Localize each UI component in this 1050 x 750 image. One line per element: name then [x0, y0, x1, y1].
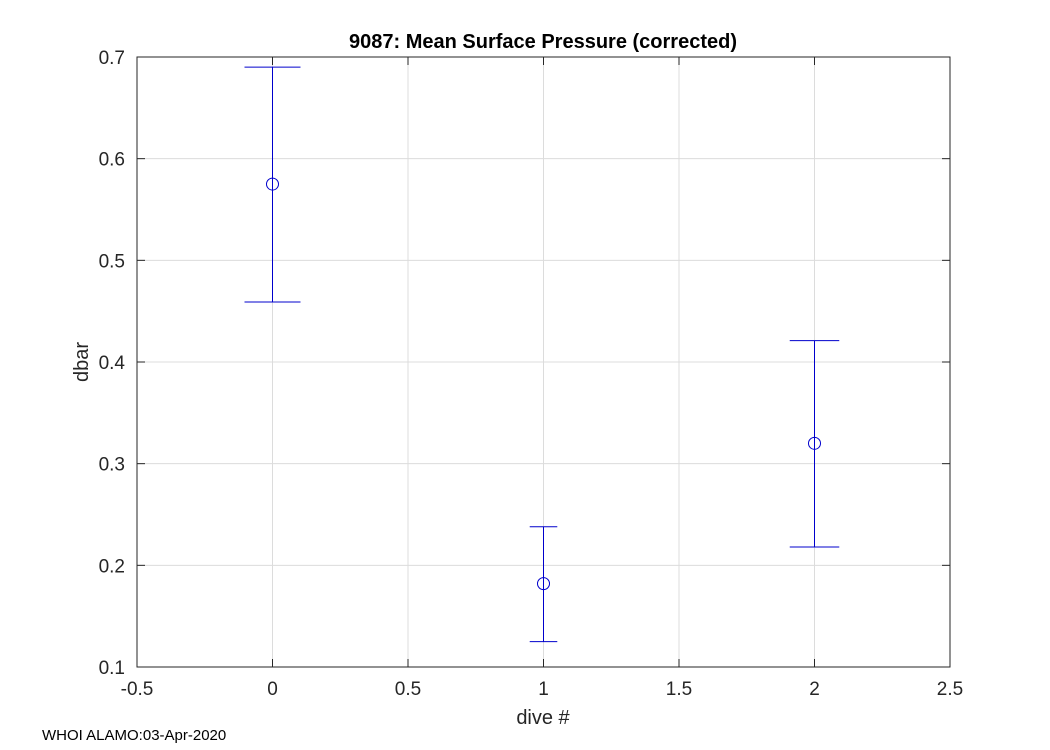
x-tick-label: 1.5 [666, 679, 692, 700]
footer-credit: WHOI ALAMO:03-Apr-2020 [42, 727, 227, 744]
y-ticks: 0.1 0.2 0.3 0.4 0.5 0.6 0.7 [99, 48, 950, 679]
x-tick-label: -0.5 [121, 679, 154, 700]
y-tick-label: 0.7 [99, 48, 125, 69]
x-axis-label: dive # [516, 707, 570, 729]
y-tick-label: 0.6 [99, 150, 125, 171]
y-tick-label: 0.2 [99, 556, 125, 577]
chart-title: 9087: Mean Surface Pressure (corrected) [349, 31, 737, 53]
x-tick-label: 1 [538, 679, 549, 700]
x-tick-label: 2.5 [937, 679, 963, 700]
x-tick-label: 0.5 [395, 679, 421, 700]
x-tick-label: 0 [267, 679, 278, 700]
data-point-marker [808, 436, 821, 450]
x-tick-label: 2 [809, 679, 820, 700]
y-axis-label: dbar [71, 342, 93, 382]
y-tick-label: 0.4 [99, 353, 126, 374]
y-tick-label: 0.1 [99, 658, 125, 679]
data-point-marker [537, 577, 550, 591]
y-tick-label: 0.3 [99, 455, 125, 476]
data-series [244, 66, 840, 643]
y-tick-label: 0.5 [99, 251, 125, 272]
x-ticks: -0.5 0 0.5 1 1.5 2 2.5 [121, 57, 963, 700]
data-point-marker [266, 177, 279, 191]
